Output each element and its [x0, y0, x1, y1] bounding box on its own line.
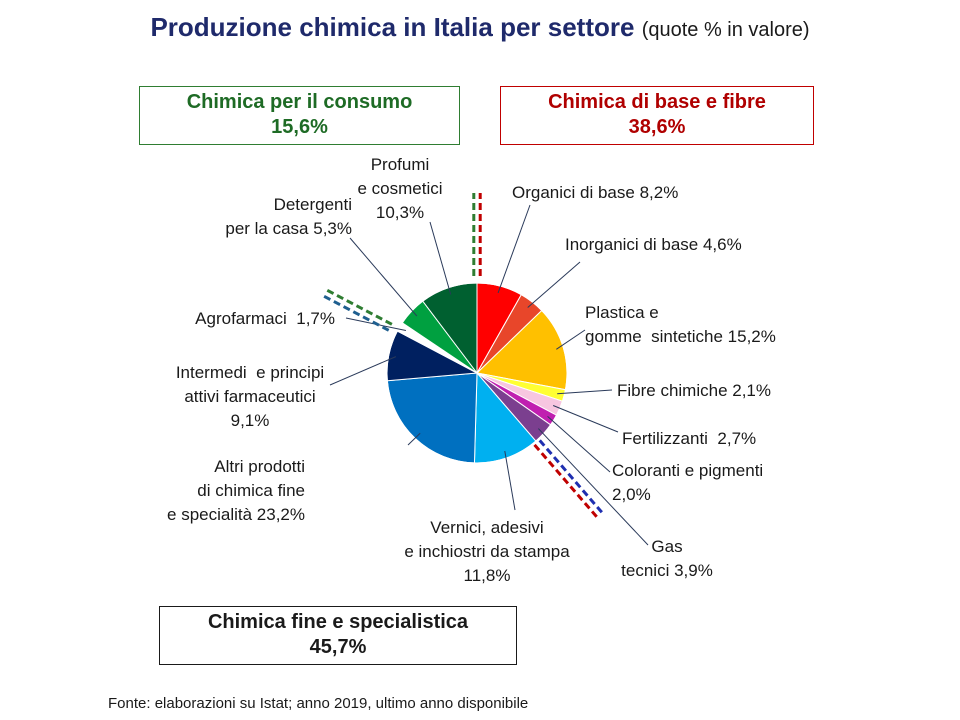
- slice-label-9-line-1: attivi farmaceutici: [184, 387, 315, 406]
- slice-label-8-line-0: Altri prodotti: [214, 457, 305, 476]
- slice-label-5-line-0: Coloranti e pigmenti: [612, 461, 763, 480]
- leader-line-5: [547, 415, 611, 473]
- slice-label-1-line-0: Inorganici di base 4,6%: [565, 235, 742, 254]
- group-value-consumo: 15,6%: [271, 116, 328, 138]
- source-note: Fonte: elaborazioni su Istat; anno 2019,…: [108, 695, 529, 712]
- slice-label-10: Agrofarmaci 1,7%: [195, 309, 335, 328]
- group-value-base: 38,6%: [628, 116, 686, 138]
- slice-label-3-line-0: Fibre chimiche 2,1%: [617, 381, 771, 400]
- group-box-consumo: Chimica per il consumo 15,6%: [139, 86, 460, 145]
- slice-label-10-line-0: Agrofarmaci 1,7%: [195, 309, 335, 328]
- slice-label-7-line-0: Vernici, adesivi: [430, 518, 543, 537]
- slice-label-9-line-2: 9,1%: [231, 411, 270, 430]
- slice-label-12-line-2: 10,3%: [376, 203, 424, 222]
- group-label-consumo: Chimica per il consumo: [186, 91, 413, 113]
- leader-line-0: [497, 204, 531, 294]
- slice-label-4-line-0: Fertilizzanti 2,7%: [622, 429, 756, 448]
- slice-label-4: Fertilizzanti 2,7%: [622, 429, 756, 448]
- pie-slice-8: [386, 372, 478, 464]
- slice-label-12: Profumi e cosmetici 10,3%: [357, 155, 442, 222]
- slice-label-12-line-1: e cosmetici: [357, 179, 442, 198]
- slice-label-5-line-1: 2,0%: [612, 485, 651, 504]
- slice-label-11-line-0: Detergenti: [274, 195, 352, 214]
- slice-label-2-line-0: Plastica e: [585, 303, 659, 322]
- group-box-fine: Chimica fine e specialistica 45,7%: [159, 606, 517, 665]
- leader-lines: [329, 204, 649, 546]
- group-box-base: Chimica di base e fibre 38,6%: [500, 86, 814, 145]
- chart-title-main: Produzione chimica in Italia per settore: [150, 12, 635, 42]
- slice-label-8-line-1: di chimica fine: [197, 481, 305, 500]
- slice-label-7-line-2: 11,8%: [464, 566, 511, 585]
- leader-line-7: [504, 450, 516, 511]
- slice-label-7: Vernici, adesivi e inchiostri da stampa 11…: [404, 518, 570, 585]
- leader-line-2: [556, 329, 586, 350]
- chart-title: Produzione chimica in Italia per settore…: [0, 12, 960, 43]
- group-divider-1-1: [538, 439, 605, 516]
- group-divider-2-0: [323, 287, 393, 326]
- group-label-base: Chimica di base e fibre: [548, 91, 766, 113]
- slice-labels: Organici di base 8,2% Inorganici di base …: [167, 155, 776, 585]
- slice-label-8-line-2: e specialità 23,2%: [167, 505, 305, 524]
- group-value-fine: 45,7%: [309, 636, 367, 658]
- slice-label-11: Detergenti per la casa 5,3%: [225, 195, 352, 238]
- group-divider-1-0: [533, 443, 600, 520]
- group-divider-2-1: [319, 293, 390, 332]
- leader-line-1: [527, 261, 581, 308]
- pie-outline: [386, 282, 568, 464]
- slice-label-8: Altri prodotti di chimica fine e specialit…: [167, 457, 305, 524]
- pie-slices: [386, 282, 568, 464]
- slice-label-6: Gas tecnici 3,9%: [621, 537, 713, 580]
- slice-label-1: Inorganici di base 4,6%: [565, 235, 742, 254]
- slice-label-2-line-1: gomme sintetiche 15,2%: [585, 327, 776, 346]
- slice-label-0: Organici di base 8,2%: [512, 183, 678, 202]
- slice-label-12-line-0: Profumi: [371, 155, 430, 174]
- slice-label-9-line-0: Intermedi e principi: [176, 363, 324, 382]
- slice-label-7-line-1: e inchiostri da stampa: [404, 542, 570, 561]
- slice-label-6-line-0: Gas: [651, 537, 682, 556]
- slice-label-9: Intermedi e principi attivi farmaceutici 9…: [176, 363, 324, 430]
- slice-label-3: Fibre chimiche 2,1%: [617, 381, 771, 400]
- leader-line-3: [557, 389, 613, 395]
- leader-line-12: [429, 221, 452, 295]
- leader-line-6: [538, 428, 649, 546]
- slice-label-2: Plastica e gomme sintetiche 15,2%: [585, 303, 776, 346]
- group-dividers: [319, 193, 605, 520]
- slice-label-6-line-1: tecnici 3,9%: [621, 561, 713, 580]
- leader-line-8: [407, 432, 421, 446]
- slice-label-11-line-1: per la casa 5,3%: [225, 219, 352, 238]
- slice-label-5: Coloranti e pigmenti 2,0%: [612, 461, 763, 504]
- chart-subtitle: (quote % in valore): [641, 19, 810, 41]
- slice-label-0-line-0: Organici di base 8,2%: [512, 183, 678, 202]
- leader-line-11: [349, 237, 418, 317]
- group-label-fine: Chimica fine e specialistica: [207, 611, 469, 633]
- leader-line-9: [329, 356, 397, 386]
- leader-line-4: [552, 405, 619, 433]
